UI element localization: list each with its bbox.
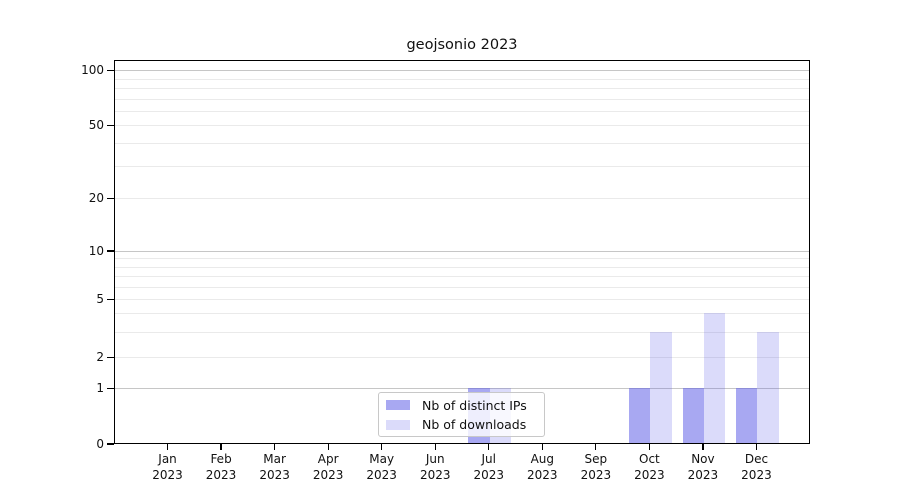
legend-label-downloads: Nb of downloads xyxy=(422,417,527,432)
x-tick-year-apr: 2023 xyxy=(312,467,344,482)
x-tick-month-aug: Aug xyxy=(530,452,555,466)
x-tick-mark-oct xyxy=(648,444,650,450)
x-tick-month-oct: Oct xyxy=(639,452,660,466)
y-tick-label-0: 0 xyxy=(96,437,104,451)
chart-title: geojsonio 2023 xyxy=(406,37,518,53)
x-tick-label-mar: Mar 2023 xyxy=(245,452,305,483)
legend-swatch-downloads xyxy=(386,419,410,430)
x-tick-label-feb: Feb 2023 xyxy=(191,452,251,483)
gridline-minor-9 xyxy=(115,258,809,260)
x-tick-label-jun: Jun 2023 xyxy=(405,452,465,483)
x-tick-month-nov: Nov xyxy=(691,452,715,466)
y-tick-mark-5 xyxy=(107,298,114,300)
x-tick-year-oct: 2023 xyxy=(634,467,665,482)
gridline-minor-8 xyxy=(115,266,809,268)
bar-downloads-oct xyxy=(650,331,672,443)
x-tick-year-feb: 2023 xyxy=(205,467,237,482)
gridline-major-100 xyxy=(115,70,809,72)
x-tick-month-feb: Feb xyxy=(210,452,232,466)
gridline-minor-6 xyxy=(115,286,809,288)
x-tick-year-jan: 2023 xyxy=(152,467,183,482)
legend-label-distinct-ips: Nb of distinct IPs xyxy=(422,397,527,413)
x-tick-mark-aug xyxy=(541,444,543,450)
x-tick-month-dec: Dec xyxy=(744,452,769,466)
plot-area xyxy=(114,60,810,444)
gridline-minor-20 xyxy=(115,198,809,200)
legend-entry-distinct-ips: Nb of distinct IPs xyxy=(386,397,527,413)
x-tick-mark-feb xyxy=(220,444,222,450)
x-tick-month-may: May xyxy=(369,452,395,466)
x-tick-mark-jul xyxy=(488,444,490,450)
x-tick-label-sep: Sep 2023 xyxy=(566,452,626,483)
x-tick-year-sep: 2023 xyxy=(580,467,612,482)
gridline-minor-7 xyxy=(115,275,809,277)
x-tick-mark-sep xyxy=(595,444,597,450)
x-tick-label-dec: Dec 2023 xyxy=(726,452,786,483)
x-tick-mark-apr xyxy=(327,444,329,450)
gridline-minor-60 xyxy=(115,110,809,112)
x-tick-month-jul: Jul xyxy=(481,452,496,466)
x-tick-mark-may xyxy=(381,444,383,450)
bar-downloads-nov xyxy=(703,313,726,443)
bar-distinct-ips-dec xyxy=(736,388,758,443)
gridline-minor-4 xyxy=(115,313,809,315)
legend-entry-downloads: Nb of downloads xyxy=(386,417,527,432)
y-tick-mark-50 xyxy=(107,124,114,126)
x-tick-month-jan: Jan xyxy=(158,452,177,466)
gridline-minor-3 xyxy=(115,331,809,333)
gridline-minor-80 xyxy=(115,88,809,89)
x-tick-month-apr: Apr xyxy=(317,452,339,466)
x-tick-year-jun: 2023 xyxy=(419,467,451,482)
gridline-major-1 xyxy=(115,388,809,390)
legend-swatch-distinct-ips xyxy=(386,400,410,410)
bar-distinct-ips-oct xyxy=(628,388,651,443)
x-tick-label-may: May 2023 xyxy=(352,452,412,483)
x-tick-year-dec: 2023 xyxy=(741,467,772,482)
bar-downloads-dec xyxy=(757,331,779,443)
x-tick-mark-nov xyxy=(702,444,704,450)
y-tick-label-50: 50 xyxy=(88,118,104,133)
y-tick-label-20: 20 xyxy=(88,191,104,206)
y-tick-label-10: 10 xyxy=(88,244,104,258)
x-tick-year-may: 2023 xyxy=(366,467,397,482)
gridline-major-10 xyxy=(115,251,809,252)
gridline-minor-30 xyxy=(115,165,809,167)
bar-distinct-ips-nov xyxy=(682,388,704,443)
x-tick-month-mar: Mar xyxy=(263,452,286,466)
y-tick-mark-20 xyxy=(107,197,114,199)
y-tick-mark-2 xyxy=(107,356,114,358)
x-tick-mark-mar xyxy=(274,444,276,450)
x-tick-mark-jun xyxy=(434,444,436,450)
gridline-minor-5 xyxy=(115,299,809,301)
y-tick-mark-100 xyxy=(107,69,114,71)
x-tick-label-jan: Jan 2023 xyxy=(138,452,198,483)
y-tick-label-1: 1 xyxy=(96,381,104,396)
x-tick-label-jul: Jul 2023 xyxy=(459,452,519,483)
gridline-minor-40 xyxy=(115,143,809,145)
x-tick-mark-jan xyxy=(166,444,169,450)
x-tick-year-jul: 2023 xyxy=(473,467,505,482)
x-tick-month-jun: Jun xyxy=(425,452,445,466)
y-tick-mark-0 xyxy=(107,443,114,445)
y-tick-mark-10 xyxy=(107,250,114,252)
x-tick-label-oct: Oct 2023 xyxy=(619,452,679,483)
x-tick-year-mar: 2023 xyxy=(259,467,290,482)
y-tick-label-100: 100 xyxy=(81,63,104,78)
gridline-minor-2 xyxy=(115,357,809,359)
y-tick-mark-1 xyxy=(107,387,114,389)
y-tick-label-2: 2 xyxy=(96,350,104,365)
legend: Nb of distinct IPs Nb of downloads xyxy=(378,392,545,437)
gridline-minor-70 xyxy=(115,98,809,100)
x-tick-label-apr: Apr 2023 xyxy=(298,452,358,483)
x-tick-month-sep: Sep xyxy=(584,452,608,466)
x-tick-mark-dec xyxy=(755,444,758,450)
x-tick-year-nov: 2023 xyxy=(687,467,719,482)
gridline-minor-50 xyxy=(115,125,809,127)
y-tick-label-5: 5 xyxy=(96,292,104,307)
x-tick-label-aug: Aug 2023 xyxy=(512,452,572,483)
x-tick-year-aug: 2023 xyxy=(527,467,558,482)
gridline-minor-90 xyxy=(115,78,809,80)
x-tick-label-nov: Nov 2023 xyxy=(673,452,733,483)
